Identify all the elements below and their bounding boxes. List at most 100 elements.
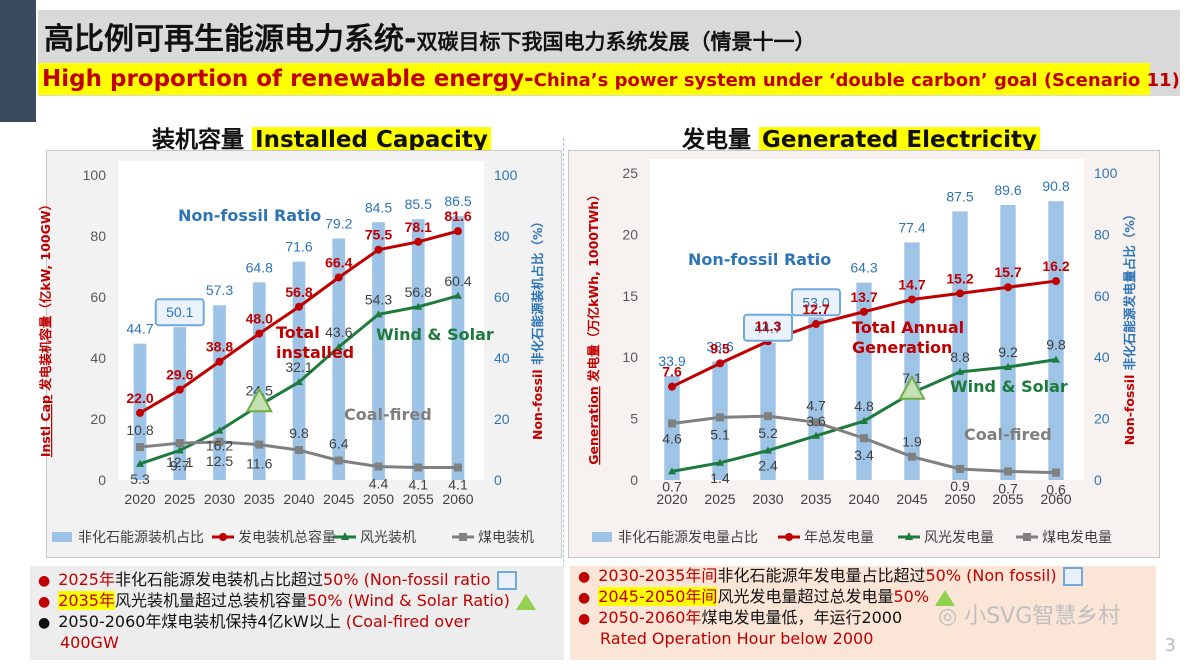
- triangle-marker-icon: [935, 589, 956, 606]
- highlight-box: [154, 298, 205, 327]
- coal-value-label: 1.9: [902, 434, 922, 450]
- right-section-title: 发电量 Generated Electricity: [682, 120, 1040, 154]
- bar-value-label: 64.8: [246, 259, 273, 275]
- annotation-total-2: Generation: [852, 338, 952, 357]
- bar: [952, 211, 968, 480]
- ws-value-label: 3.6: [806, 413, 826, 429]
- legend-label: 煤电发电量: [1042, 530, 1112, 546]
- bar-value-label: 86.5: [444, 193, 471, 209]
- ws-value-label: 9.7: [170, 457, 190, 473]
- ws-value-label: 32.1: [285, 359, 312, 375]
- coal-value-label: 5.2: [758, 425, 778, 441]
- x-tick-label: 2025: [704, 491, 735, 507]
- series-point: [812, 320, 820, 329]
- y-right-tick-label: 80: [1094, 226, 1110, 242]
- bar-value-label: 84.5: [365, 199, 392, 215]
- series-point: [175, 439, 184, 448]
- triangle-marker-icon: [898, 374, 926, 400]
- coal-value-label: 10.8: [126, 422, 153, 438]
- total-value-label: 78.1: [405, 219, 432, 235]
- y-left-tick-label: 5: [630, 411, 638, 427]
- right-note-2: ● 2045-2050年间风光发电量超过总发电量50%: [570, 587, 1156, 608]
- annotation-coal: Coal-fired: [344, 405, 432, 424]
- right-note-3-cont: Rated Operation Hour below 2000: [600, 629, 874, 648]
- series-point: [1052, 468, 1060, 477]
- x-tick-label: 2050: [363, 491, 394, 507]
- annotation-total-1: Total Annual: [852, 318, 964, 337]
- bar: [1048, 201, 1064, 480]
- series-point: [295, 302, 303, 311]
- total-value-label: 16.2: [1042, 258, 1069, 274]
- series-point: [668, 419, 676, 428]
- bar-value-label: 44.7: [754, 320, 781, 336]
- coal-value-label: 5.1: [710, 426, 730, 442]
- ws-value-label: 43.6: [325, 324, 352, 340]
- bar: [808, 317, 824, 480]
- legend-marker: [459, 533, 467, 541]
- y-right-axis-title: Non-fossil 非化石能源装机占比（%）: [530, 215, 545, 440]
- series-point: [215, 426, 224, 434]
- bar-value-label: 89.6: [994, 182, 1021, 198]
- y-left-tick-label: 10: [622, 349, 638, 365]
- y-right-tick-label: 20: [1094, 411, 1110, 427]
- ws-value-label: 56.8: [405, 284, 432, 300]
- coal-value-label: 4.1: [409, 476, 429, 492]
- series-point: [860, 434, 868, 443]
- triangle-marker-icon: [515, 593, 536, 610]
- series-point: [716, 359, 724, 368]
- series-point: [956, 464, 964, 473]
- series-point: [716, 458, 724, 466]
- annotation-coal: Coal-fired: [964, 425, 1052, 444]
- series-point: [668, 467, 676, 475]
- series-point: [414, 463, 423, 472]
- annotation-ws: Wind & Solar: [950, 377, 1068, 396]
- y-left-axis-title: Generation 发电量（万亿kWh, 1000TWh）: [586, 188, 601, 464]
- series-point: [374, 245, 383, 254]
- x-tick-label: 2060: [442, 491, 473, 507]
- y-left-tick-label: 20: [90, 411, 106, 427]
- series-point: [255, 440, 264, 449]
- triangle-marker-icon: [245, 387, 273, 413]
- y-left-tick-label: 100: [83, 167, 107, 183]
- coal-value-label: 4.6: [662, 431, 682, 447]
- bar-value-label: 50.1: [166, 304, 193, 320]
- right-note-3: ● 2050-2060年煤电发电量低，年运行2000: [578, 608, 903, 627]
- coal-value-label: 6.4: [329, 435, 349, 451]
- bar-value-label: 77.4: [898, 219, 925, 235]
- bar-value-label: 79.2: [325, 215, 352, 231]
- total-value-label: 14.7: [898, 276, 925, 292]
- bar: [856, 282, 872, 480]
- left-note-3-cont: 400GW: [60, 633, 119, 652]
- total-value-label: 12.7: [802, 301, 829, 317]
- bar: [372, 222, 385, 480]
- total-value-label: 38.8: [206, 339, 233, 355]
- x-tick-label: 2035: [244, 491, 275, 507]
- ws-value-label: 1.4: [710, 470, 730, 486]
- x-tick-label: 2030: [204, 491, 235, 507]
- total-value-label: 22.0: [126, 390, 153, 406]
- series-point: [1004, 283, 1012, 292]
- coal-value-label: 4.7: [806, 397, 826, 413]
- legend-swatch: [52, 532, 72, 542]
- series-point: [215, 437, 224, 446]
- x-tick-label: 2020: [124, 491, 155, 507]
- bar-value-label: 57.3: [206, 282, 233, 298]
- y-right-tick-label: 0: [494, 472, 502, 488]
- ws-value-label: 5.3: [130, 471, 150, 487]
- bar-value-label: 64.3: [850, 260, 877, 276]
- right-notes: ● 2030-2035年间非化石能源年发电量占比超过50% (Non fossil…: [570, 566, 1156, 660]
- total-value-label: 9.5: [710, 340, 730, 356]
- series-point: [175, 446, 184, 454]
- bar: [1000, 204, 1016, 481]
- total-value-label: 15.2: [946, 270, 973, 286]
- series-point: [1052, 277, 1060, 286]
- bar: [411, 219, 425, 480]
- section-divider: [563, 138, 565, 658]
- legend-label: 非化石能源装机占比: [78, 530, 204, 546]
- annotation-nonfossil: Non-fossil Ratio: [178, 206, 321, 225]
- series-point: [414, 302, 423, 310]
- x-tick-label: 2055: [403, 491, 434, 507]
- bar-value-label: 71.6: [285, 239, 312, 255]
- coal-value-label: 0.9: [950, 478, 970, 494]
- x-tick-label: 2060: [1040, 491, 1071, 507]
